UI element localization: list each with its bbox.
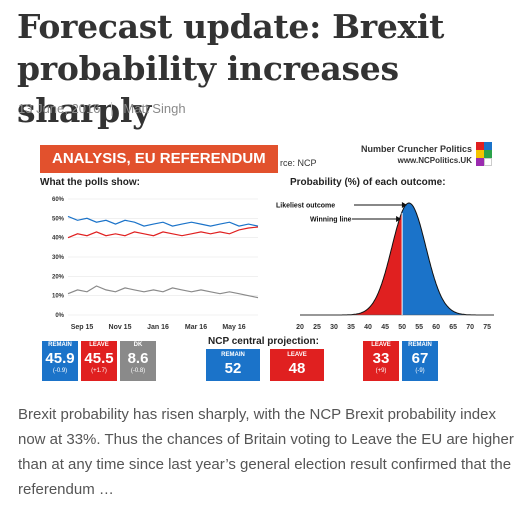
- poll-stat-remain: REMAIN 45.9 (-0.9): [42, 341, 78, 381]
- polls-chart-title: What the polls show:: [40, 177, 140, 188]
- x-tick-label: 70: [466, 324, 474, 331]
- projection-stat-label: LEAVE: [287, 352, 307, 358]
- series-line-leave: [67, 226, 259, 239]
- probability-chart: Likeliest outcome Winning line 20 25 30 35 40 4…: [276, 202, 494, 331]
- x-tick-label: 40: [364, 324, 372, 331]
- projection-stat-value: 48: [288, 360, 306, 377]
- poll-stat-label: LEAVE: [89, 342, 109, 348]
- x-tick-label: 25: [313, 324, 321, 331]
- poll-stat-label: DK: [133, 342, 143, 348]
- x-tick-label: 35: [347, 324, 355, 331]
- article-excerpt: Brexit probability has risen sharply, wi…: [18, 406, 514, 498]
- poll-stat-change: (-0.9): [52, 368, 68, 374]
- probability-stat-label: LEAVE: [371, 342, 391, 348]
- projection-stat-label: REMAIN: [221, 352, 245, 358]
- leave-probability-area: [300, 211, 403, 315]
- x-tick-label: 30: [330, 324, 338, 331]
- x-tick-label: Sep 15: [71, 324, 94, 331]
- category-tag[interactable]: ANALYSIS, EU REFERENDUM: [40, 145, 278, 173]
- meta-divider: [111, 101, 113, 116]
- x-tick-label: 50: [398, 324, 406, 331]
- x-tick-label: 20: [296, 324, 304, 331]
- probability-chart-title: Probability (%) of each outcome:: [290, 177, 446, 188]
- article-title[interactable]: Forecast update: Brexit probability incr…: [17, 7, 445, 130]
- series-line-remain: [67, 215, 259, 227]
- poll-stat-leave: LEAVE 45.5 (+1.7): [81, 341, 117, 381]
- poll-stat-change: (+1.7): [91, 368, 107, 374]
- x-tick-label: Mar 16: [185, 324, 207, 331]
- polls-chart: 0% 10% 20% 30% 40% 50% 60% Sep 15 Nov 15 Jan 16 Ma…: [52, 197, 259, 331]
- brand-name: Number Cruncher Politics: [360, 144, 472, 154]
- probability-stat-change: (+9): [375, 368, 387, 374]
- y-tick-label: 40%: [52, 236, 65, 242]
- projection-title: NCP central projection:: [208, 336, 319, 347]
- poll-stat-value: 8.6: [127, 350, 149, 367]
- probability-stat-leave: LEAVE 33 (+9): [363, 341, 399, 381]
- y-tick-label: 60%: [52, 197, 65, 203]
- y-tick-label: 50%: [52, 216, 65, 222]
- y-tick-label: 30%: [52, 255, 65, 261]
- y-tick-label: 20%: [52, 274, 65, 280]
- y-tick-label: 0%: [55, 313, 64, 319]
- poll-stat-value: 45.9: [45, 350, 75, 367]
- x-tick-label: 55: [415, 324, 423, 331]
- article-meta: 13 June, 2016 Matt Singh: [18, 101, 186, 116]
- projection-stat-leave: LEAVE 48: [270, 349, 324, 381]
- projection-stat-remain: REMAIN 52: [206, 349, 260, 381]
- x-tick-label: 45: [381, 324, 389, 331]
- probability-stat-label: REMAIN: [408, 342, 432, 348]
- probability-stat-value: 67: [411, 350, 429, 367]
- winning-label: Winning line: [310, 217, 352, 224]
- poll-stat-value: 45.5: [84, 350, 114, 367]
- featured-image[interactable]: ANALYSIS, EU REFERENDUM rce: NCP Number …: [18, 131, 514, 393]
- x-tick-label: Nov 15: [109, 324, 132, 331]
- article-author[interactable]: Matt Singh: [123, 101, 186, 116]
- probability-stat-value: 33: [372, 350, 390, 367]
- x-tick-label: 75: [483, 324, 491, 331]
- probability-stat-change: (-9): [415, 368, 425, 374]
- brand-block: Number Cruncher Politics www.NCPolitics.…: [361, 143, 472, 167]
- article-date: 13 June, 2016: [18, 101, 101, 116]
- brand-logo-icon: [476, 142, 492, 166]
- poll-stat-label: REMAIN: [48, 342, 72, 348]
- poll-stat-dk: DK 8.6 (-0.8): [120, 341, 156, 381]
- series-line-dk: [67, 285, 259, 299]
- x-tick-label: 65: [449, 324, 457, 331]
- x-tick-label: 60: [432, 324, 440, 331]
- brand-url: www.NCPolitics.UK: [397, 156, 472, 165]
- remain-probability-area: [402, 203, 494, 315]
- winning-arrowhead: [396, 216, 402, 222]
- x-tick-label: May 16: [222, 324, 245, 331]
- likeliest-arrowhead: [401, 202, 407, 208]
- y-tick-label: 10%: [52, 294, 65, 300]
- x-tick-label: Jan 16: [147, 324, 169, 331]
- source-fragment: rce: NCP: [280, 158, 317, 168]
- poll-stat-change: (-0.8): [130, 368, 146, 374]
- likeliest-label: Likeliest outcome: [276, 203, 335, 210]
- projection-stat-value: 52: [224, 360, 242, 377]
- probability-stat-remain: REMAIN 67 (-9): [402, 341, 438, 381]
